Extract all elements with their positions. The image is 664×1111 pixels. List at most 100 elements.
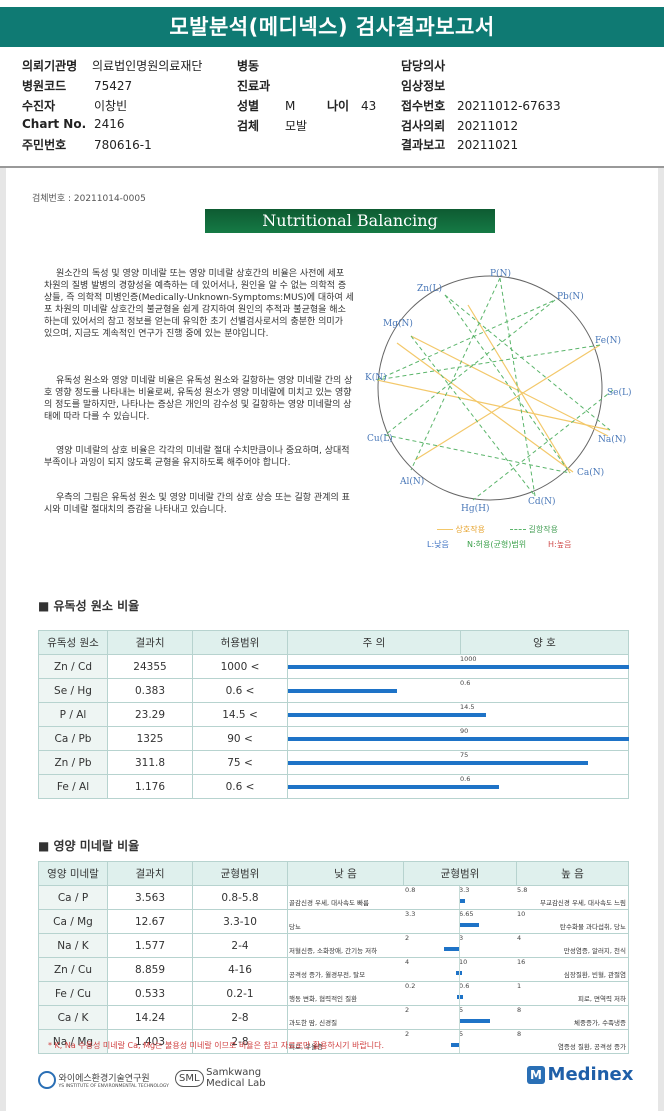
balance-center-line [459,910,460,933]
wheel-label-zn: Zn(L) [417,283,442,294]
toxic-cell-result: 1325 [107,726,193,751]
mineral-cell-result: 12.67 [107,909,193,934]
toxic-ratio-bar [288,785,499,789]
legend-normal: N:허용(균형)범위 [467,540,527,549]
mineral-cell-result: 0.533 [107,981,193,1006]
request-label: 검사의뢰 [401,119,446,133]
mineral-cell-result: 14.24 [107,1005,193,1030]
toxic-row: P / Al 23.29 14.5 < 14.5 [38,702,629,727]
antagonism-line [410,277,501,471]
mineral-tick-high: 8 [517,1030,522,1038]
toxic-cell-name: Zn / Cd [38,654,108,679]
mineral-row: Na / K 1.577 2-4 2 3 4 저혈신증, 소화장애, 간기능 저하 만성염증,… [38,933,629,958]
synergy-line [376,379,611,431]
toxic-header-good: 양 호 [460,630,629,655]
reception-row: 접수번호 20211012-67633 [401,97,561,114]
toxic-cell-name: Ca / Pb [38,726,108,751]
reception-value: 20211012-67633 [457,99,561,113]
mineral-tick-mid: 0.6 [459,982,470,990]
ys-logo-text: 와이에스환경기술연구원 [58,1074,150,1084]
mineral-cell-range: 2-8 [192,1005,288,1030]
mineral-header-row: 영양 미네랄 결과치 균형범위 낮 음 균형범위 높 음 [38,861,629,886]
mineral-bar-cell: 2 3 4 저혈신증, 소화장애, 간기능 저하 만성염증, 알러지, 천식 [287,933,629,958]
mineral-tick-mid: 3.3 [459,886,470,894]
clinical-row: 임상정보 [401,77,445,94]
mineral-cell-range: 2-4 [192,933,288,958]
patient-value: 이창빈 [94,99,128,113]
report-title: 모발분석(메디넥스) 검사결과보고서 [0,7,664,47]
mineral-cell-result: 1.577 [107,933,193,958]
toxic-ref-value: 75 [460,751,469,759]
header-divider [0,166,664,168]
mineral-bar-cell: 2 5 8 과도한 땀, 신경질 체중증가, 수족냉증 [287,1005,629,1030]
mineral-header-result: 결과치 [107,861,193,886]
wheel-label-mg: Mg(N) [383,318,413,329]
mineral-ratio-bar [455,971,462,975]
sex-value: M [285,99,296,113]
mineral-cell-range: 2-8 [192,1029,288,1054]
mineral-tick-low: 4 [405,958,410,966]
hospital-code-row: 병원코드 75427 [22,77,132,94]
toxic-cell-range: 0.6 < [192,678,288,703]
toxic-section-title: ■ 유독성 원소 비율 [38,599,140,613]
mineral-low-text: 저혈신증, 소화장애, 간기능 저하 [289,947,378,955]
toxic-ratio-bar [288,713,486,717]
toxic-ratio-table: 유독성 원소 결과치 허용범위 주 의 양 호 Zn / Cd 24355 1000… [38,630,629,799]
clinical-label: 임상정보 [401,79,446,93]
mineral-low-text: 골감신경 우세, 대사속도 빠름 [289,899,370,907]
balance-center-line [459,1006,460,1029]
mineral-high-text: 염증성 질환, 공격성 증가 [557,1043,626,1051]
toxic-bar-cell: 75 [287,750,629,775]
request-row: 검사의뢰 20211012 [401,117,518,134]
nutritional-balancing-banner: Nutritional Balancing [205,209,495,233]
antagonism-line [376,299,556,381]
sml-logo-icon: SML [175,1069,204,1087]
ward-label: 병동 [237,59,260,73]
samkwang-logo-text: Samkwang [206,1067,262,1078]
legend-antagonism-label: 길항작용 [528,525,558,534]
legend-synergy-label: 상호작용 [455,525,485,534]
toxic-ref-value: 0.6 [460,775,471,783]
toxic-cell-result: 311.8 [107,750,193,775]
specimen-label: 검체 [237,119,260,133]
mineral-cell-result: 8.859 [107,957,193,982]
report-row: 결과보고 20211021 [401,136,518,153]
toxic-ratio-bar [288,737,629,741]
wheel-label-fe: Fe(N) [595,335,621,346]
reception-label: 접수번호 [401,99,446,113]
mineral-tick-high: 4 [517,934,522,942]
toxic-ref-value: 90 [460,727,469,735]
toxic-cell-range: 90 < [192,726,288,751]
intro-paragraph-2: 유독성 원소와 영양 미네랄 비율은 유독성 원소와 길항하는 영양 미네랄 간… [44,376,353,422]
sex-label: 성별 [237,99,260,113]
mineral-header-element: 영양 미네랄 [38,861,108,886]
toxic-cell-range: 1000 < [192,654,288,679]
synergy-line [467,304,571,474]
toxic-cell-range: 14.5 < [192,702,288,727]
toxic-ref-value: 1000 [460,655,477,663]
antagonism-line [444,294,571,474]
mineral-row: Ca / Mg 12.67 3.3-10 3.3 6.65 10 당뇨 탄수화물 과다섭취, … [38,909,629,934]
mineral-row: Ca / P 3.563 0.8-5.8 0.8 3.3 5.8 골감신경 우세, 대사속도… [38,885,629,910]
antagonism-line [444,294,611,431]
medinex-logo: M Medinex [527,1064,633,1085]
mineral-cell-range: 4-16 [192,957,288,982]
toxic-cell-range: 75 < [192,750,288,775]
balance-center-line [459,1030,460,1053]
wheel-label-na: Na(N) [598,434,626,445]
mineral-tick-mid: 10 [459,958,468,966]
antagonism-line [376,344,601,381]
toxic-cell-name: Zn / Pb [38,750,108,775]
mineral-bar-cell: 3.3 6.65 10 당뇨 탄수화물 과다섭취, 당뇨 [287,909,629,934]
wheel-label-cu: Cu(L) [367,433,393,444]
mineral-header-balance: 균형범위 [403,861,517,886]
mineral-cell-name: Na / K [38,933,108,958]
samkwang-logo: SML Samkwang Medical Lab [175,1067,266,1089]
toxic-row: Zn / Pb 311.8 75 < 75 [38,750,629,775]
wheel-circle [377,275,603,501]
report-value: 20211021 [457,138,519,152]
toxic-row: Fe / Al 1.176 0.6 < 0.6 [38,774,629,799]
mineral-tick-low: 2 [405,1030,410,1038]
patient-label: 수진자 [22,99,56,113]
